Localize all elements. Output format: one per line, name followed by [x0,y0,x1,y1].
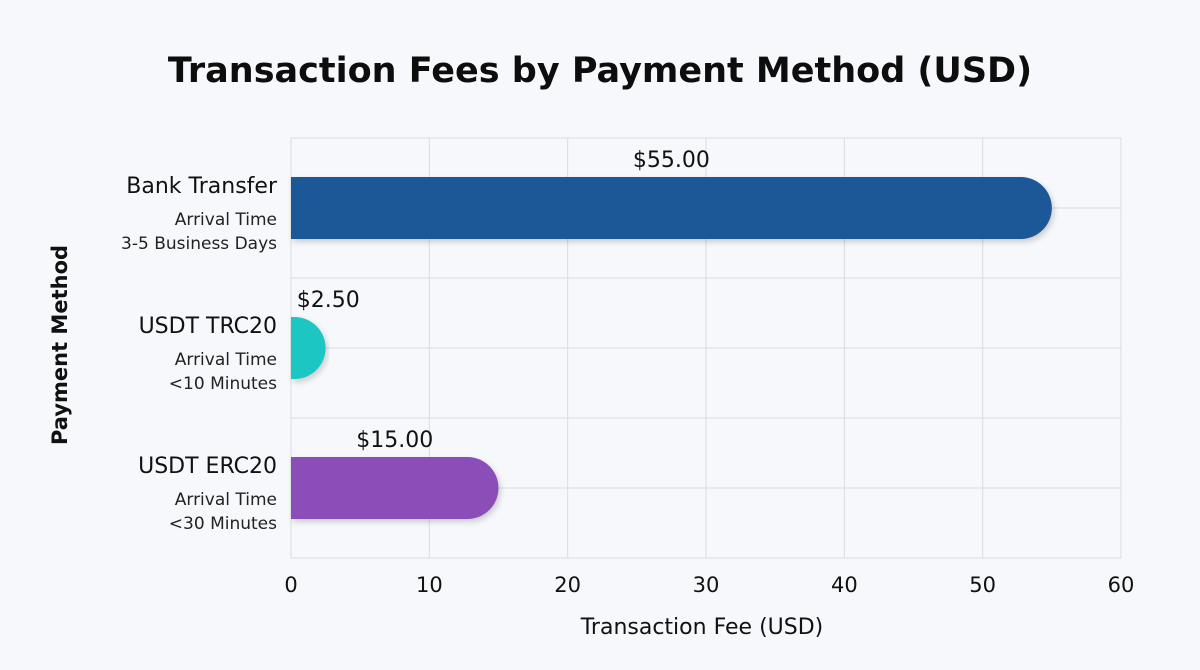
category-name: USDT ERC20 [138,454,277,479]
x-tick-label: 20 [554,573,581,597]
bar-value-label: $2.50 [297,288,360,313]
category-arrival-label: Arrival Time [175,210,277,230]
x-ticks: 0 10 20 30 40 50 60 [284,573,1134,597]
x-tick-label: 50 [969,573,996,597]
y-axis-label: Payment Method [48,245,72,445]
category-arrival-time: 3-5 Business Days [121,234,277,254]
bar [291,177,1052,239]
category-arrival-label: Arrival Time [175,490,277,510]
category-arrival-time: <10 Minutes [169,374,277,394]
x-tick-label: 10 [416,573,443,597]
category-arrival-label: Arrival Time [175,350,277,370]
bar [291,317,326,379]
bar-value-label: $15.00 [356,428,433,453]
category-arrival-time: <30 Minutes [169,514,277,534]
x-tick-label: 60 [1108,573,1135,597]
category-name: Bank Transfer [126,174,278,199]
x-tick-label: 0 [284,573,297,597]
chart-title: Transaction Fees by Payment Method (USD) [168,51,1032,91]
x-tick-label: 30 [693,573,720,597]
x-axis-label: Transaction Fee (USD) [580,615,824,640]
x-tick-label: 40 [831,573,858,597]
bar [291,457,499,519]
bar-value-label: $55.00 [633,148,710,173]
category-labels: Bank Transfer Arrival Time 3-5 Business Da… [121,174,278,534]
category-name: USDT TRC20 [139,314,277,339]
bars: $55.00 $2.50 $15.00 [291,148,1052,519]
